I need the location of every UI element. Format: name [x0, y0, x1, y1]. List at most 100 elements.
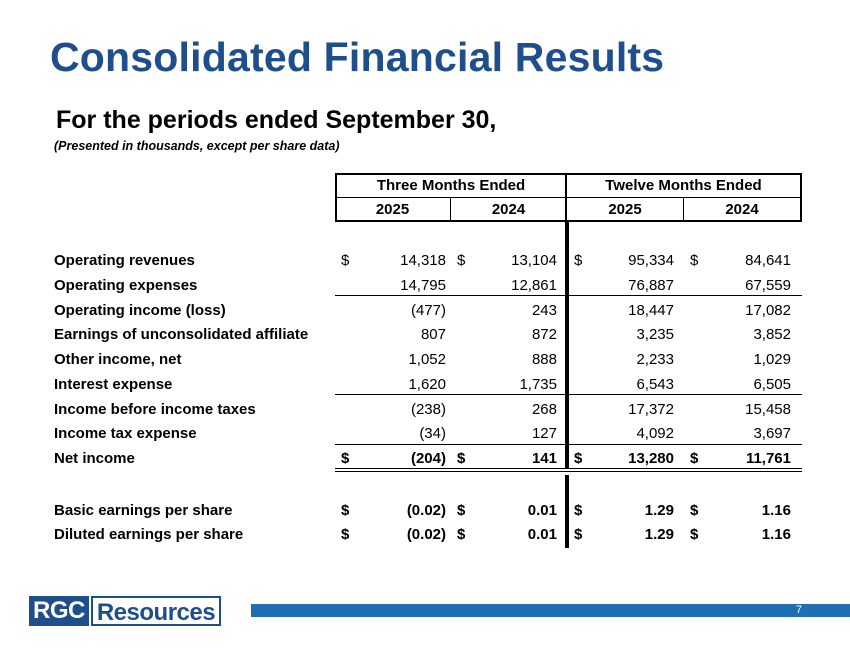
value-cell: 3,852: [753, 326, 791, 343]
value-cell: 6,505: [753, 376, 791, 393]
value-cell: 67,559: [745, 277, 791, 294]
value-cell: 3,235: [636, 326, 674, 343]
value-cell: 13,104: [511, 252, 557, 269]
value-cell: 1.29: [644, 526, 674, 543]
row-label: Operating expenses: [54, 277, 198, 294]
currency-symbol: $: [341, 450, 350, 467]
value-cell: (477): [410, 302, 446, 319]
currency-symbol: $: [690, 526, 699, 543]
page-number: 7: [795, 604, 802, 616]
value-cell: 1,052: [408, 351, 446, 368]
value-cell: 76,887: [628, 277, 674, 294]
row-label: Income tax expense: [54, 425, 197, 442]
rgc-resources-logo: RGC Resources: [29, 596, 222, 626]
currency-symbol: $: [457, 526, 466, 543]
rule-after-interest: [335, 394, 802, 395]
logo-rgc: RGC: [29, 596, 89, 626]
value-cell: 1,029: [753, 351, 791, 368]
value-cell: 141: [531, 450, 557, 467]
currency-symbol: [341, 323, 355, 347]
logo-resources: Resources: [90, 596, 222, 626]
row-label: Earnings of unconsolidated affiliate: [54, 326, 309, 343]
value-cell: (0.02): [406, 526, 446, 543]
currency-symbol: $: [690, 252, 699, 269]
net-income-double-rule-2: [335, 471, 802, 472]
row-label: Operating revenues: [54, 252, 195, 269]
value-cell: 888: [531, 351, 557, 368]
row-label: Basic earnings per share: [54, 502, 233, 519]
table-row: Earnings of unconsolidated affiliate 807 8…: [0, 323, 850, 347]
value-cell: (238): [410, 401, 446, 418]
value-cell: 17,372: [628, 401, 674, 418]
currency-symbol: $: [457, 502, 466, 519]
value-cell: 4,092: [636, 425, 674, 442]
value-cell: 0.01: [527, 526, 557, 543]
net-income-double-rule-1: [335, 468, 802, 469]
table-row: Interest expense 1,620 1,735 6,543 6,505: [0, 373, 850, 397]
currency-symbol: $: [457, 252, 466, 269]
currency-symbol: $: [690, 450, 699, 467]
row-label: Operating income (loss): [54, 302, 226, 319]
currency-symbol: $: [574, 526, 583, 543]
value-cell: (34): [419, 425, 446, 442]
value-cell: (204): [410, 450, 446, 467]
period-separator-upper: [565, 222, 569, 469]
table-row: Operating income (loss) (477) 243 18,447 17,…: [0, 299, 850, 323]
header-three-months: Three Months Ended: [376, 177, 526, 194]
rule-after-expenses: [335, 295, 802, 296]
row-label: Diluted earnings per share: [54, 526, 244, 543]
currency-symbol: $: [341, 526, 350, 543]
period-separator-lower: [565, 475, 569, 548]
value-cell: 14,795: [400, 277, 446, 294]
table-row: Operating expenses 14,795 12,861 76,887 67,5…: [0, 274, 850, 298]
value-cell: 807: [420, 326, 446, 343]
currency-symbol: $: [574, 502, 583, 519]
presentation-note: (Presented in thousands, except per shar…: [54, 139, 340, 153]
table-row: Diluted earnings per share $ (0.02) $0.01 $1…: [0, 523, 850, 547]
header-year-2: 2024: [491, 201, 526, 218]
value-cell: 872: [531, 326, 557, 343]
page-title: Consolidated Financial Results: [50, 34, 665, 80]
currency-symbol: $: [690, 502, 699, 519]
row-label: Interest expense: [54, 376, 173, 393]
value-cell: 1.16: [761, 526, 791, 543]
value-cell: 17,082: [745, 302, 791, 319]
header-year-1: 2025: [375, 201, 410, 218]
currency-symbol: [341, 422, 355, 446]
row-label: Income before income taxes: [54, 401, 256, 418]
value-cell: 3,697: [753, 425, 791, 442]
value-cell: 1.16: [761, 502, 791, 519]
currency-symbol: $: [341, 252, 350, 269]
header-year-divider-2: [683, 198, 684, 221]
value-cell: (0.02): [406, 502, 446, 519]
footer-bar: [251, 604, 850, 617]
value-cell: 11,761: [745, 450, 791, 467]
value-cell: 2,233: [636, 351, 674, 368]
currency-symbol: [341, 398, 355, 422]
table-row: Operating revenues $14,318 $13,104 $95,334 $…: [0, 249, 850, 273]
table-row: Basic earnings per share $ (0.02) $0.01 $1.2…: [0, 499, 850, 523]
value-cell: 243: [531, 302, 557, 319]
row-label: Other income, net: [54, 351, 182, 368]
value-cell: 6,543: [636, 376, 674, 393]
header-year-4: 2024: [725, 201, 759, 218]
header-divider: [335, 197, 802, 198]
period-subtitle: For the periods ended September 30,: [56, 106, 497, 134]
value-cell: 1,735: [519, 376, 557, 393]
value-cell: 1,620: [408, 376, 446, 393]
currency-symbol: $: [574, 450, 583, 467]
value-cell: 127: [531, 425, 557, 442]
row-label: Net income: [54, 450, 135, 467]
value-cell: 0.01: [527, 502, 557, 519]
rule-after-tax: [335, 444, 802, 445]
currency-symbol: [341, 299, 355, 323]
header-year-divider-1: [450, 198, 451, 221]
table-row: Income before income taxes (238) 268 17,372…: [0, 398, 850, 422]
currency-symbol: $: [457, 450, 466, 467]
currency-symbol: [341, 348, 355, 372]
table-row: Other income, net 1,052 888 2,233 1,029: [0, 348, 850, 372]
value-cell: 13,280: [628, 450, 674, 467]
table-row: Net income $ (204) $141 $13,280 $11,761: [0, 447, 850, 471]
value-cell: 84,641: [745, 252, 791, 269]
value-cell: 95,334: [628, 252, 674, 269]
